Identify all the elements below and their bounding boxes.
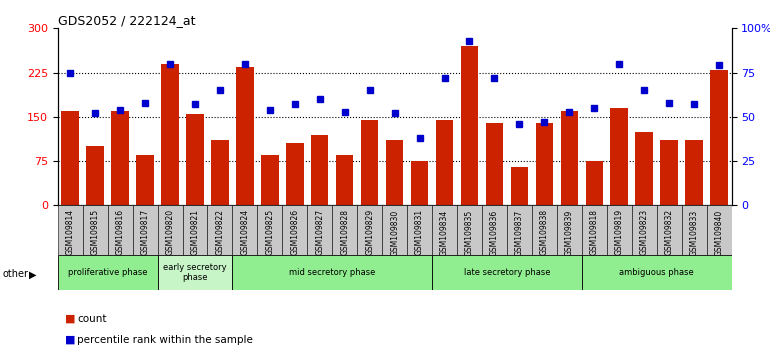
Bar (482, 205, 507, 255)
Bar (382, 205, 407, 255)
Bar (136, 155, 154, 205)
Bar (332, 205, 357, 255)
Text: GSM109820: GSM109820 (166, 209, 175, 255)
Bar (561, 111, 578, 205)
Text: GSM109819: GSM109819 (614, 209, 624, 255)
Bar (112, 111, 129, 205)
Text: GSM109827: GSM109827 (315, 209, 324, 255)
Bar (557, 205, 582, 255)
Text: GSM109835: GSM109835 (465, 209, 474, 256)
Bar (207, 205, 233, 255)
Text: GSM109825: GSM109825 (266, 209, 274, 255)
Text: GSM109821: GSM109821 (190, 209, 199, 255)
Text: GSM109814: GSM109814 (65, 209, 75, 255)
Bar (582, 205, 607, 255)
Bar (681, 205, 707, 255)
Text: ▶: ▶ (29, 269, 37, 279)
Text: GSM109824: GSM109824 (240, 209, 249, 255)
Bar (460, 46, 478, 205)
Bar (631, 205, 657, 255)
Text: GSM109829: GSM109829 (365, 209, 374, 255)
Bar (710, 70, 728, 205)
Bar (236, 67, 253, 205)
Bar (261, 155, 279, 205)
Bar (108, 205, 132, 255)
Bar (158, 255, 233, 290)
Bar (457, 205, 482, 255)
Bar (58, 205, 82, 255)
Text: GSM109817: GSM109817 (141, 209, 149, 255)
Bar (582, 255, 732, 290)
Text: GSM109830: GSM109830 (390, 209, 399, 256)
Bar (432, 255, 582, 290)
Bar (407, 205, 432, 255)
Text: GSM109818: GSM109818 (590, 209, 599, 255)
Text: percentile rank within the sample: percentile rank within the sample (77, 335, 253, 345)
Bar (432, 205, 457, 255)
Bar (611, 108, 628, 205)
Text: count: count (77, 314, 106, 324)
Bar (257, 205, 283, 255)
Text: GSM109822: GSM109822 (216, 209, 224, 255)
Bar (386, 141, 403, 205)
Bar (336, 155, 353, 205)
Text: early secretory
phase: early secretory phase (163, 263, 227, 282)
Bar (357, 205, 382, 255)
Text: late secretory phase: late secretory phase (464, 268, 551, 277)
Bar (233, 255, 432, 290)
Bar (307, 205, 332, 255)
Bar (436, 120, 454, 205)
Bar (536, 123, 553, 205)
Bar (211, 141, 229, 205)
Bar (286, 143, 303, 205)
Bar (411, 161, 428, 205)
Bar (657, 205, 681, 255)
Bar (532, 205, 557, 255)
Text: GDS2052 / 222124_at: GDS2052 / 222124_at (58, 14, 196, 27)
Text: GSM109826: GSM109826 (290, 209, 300, 255)
Text: GSM109823: GSM109823 (640, 209, 648, 255)
Text: GSM109816: GSM109816 (116, 209, 125, 255)
Bar (635, 132, 653, 205)
Bar (233, 205, 257, 255)
Text: ■: ■ (65, 314, 76, 324)
Bar (607, 205, 631, 255)
Bar (58, 255, 158, 290)
Bar (685, 141, 703, 205)
Bar (486, 123, 503, 205)
Bar (661, 141, 678, 205)
Text: GSM109839: GSM109839 (565, 209, 574, 256)
Text: mid secretory phase: mid secretory phase (289, 268, 376, 277)
Bar (707, 205, 732, 255)
Text: GSM109815: GSM109815 (91, 209, 99, 255)
Bar (283, 205, 307, 255)
Text: GSM109837: GSM109837 (515, 209, 524, 256)
Bar (86, 146, 104, 205)
Bar (311, 135, 329, 205)
Text: ambiguous phase: ambiguous phase (619, 268, 694, 277)
Bar (158, 205, 182, 255)
Text: GSM109840: GSM109840 (715, 209, 724, 256)
Bar (82, 205, 108, 255)
Bar (585, 161, 603, 205)
Text: ■: ■ (65, 335, 76, 345)
Bar (186, 114, 204, 205)
Text: GSM109831: GSM109831 (415, 209, 424, 255)
Bar (161, 64, 179, 205)
Text: other: other (2, 269, 28, 279)
Bar (62, 111, 79, 205)
Bar (507, 205, 532, 255)
Bar (361, 120, 378, 205)
Text: GSM109833: GSM109833 (690, 209, 698, 256)
Text: GSM109832: GSM109832 (665, 209, 674, 255)
Text: GSM109834: GSM109834 (440, 209, 449, 256)
Bar (511, 167, 528, 205)
Text: proliferative phase: proliferative phase (68, 268, 147, 277)
Bar (182, 205, 207, 255)
Text: GSM109836: GSM109836 (490, 209, 499, 256)
Text: GSM109838: GSM109838 (540, 209, 549, 255)
Bar (132, 205, 158, 255)
Text: GSM109828: GSM109828 (340, 209, 350, 255)
